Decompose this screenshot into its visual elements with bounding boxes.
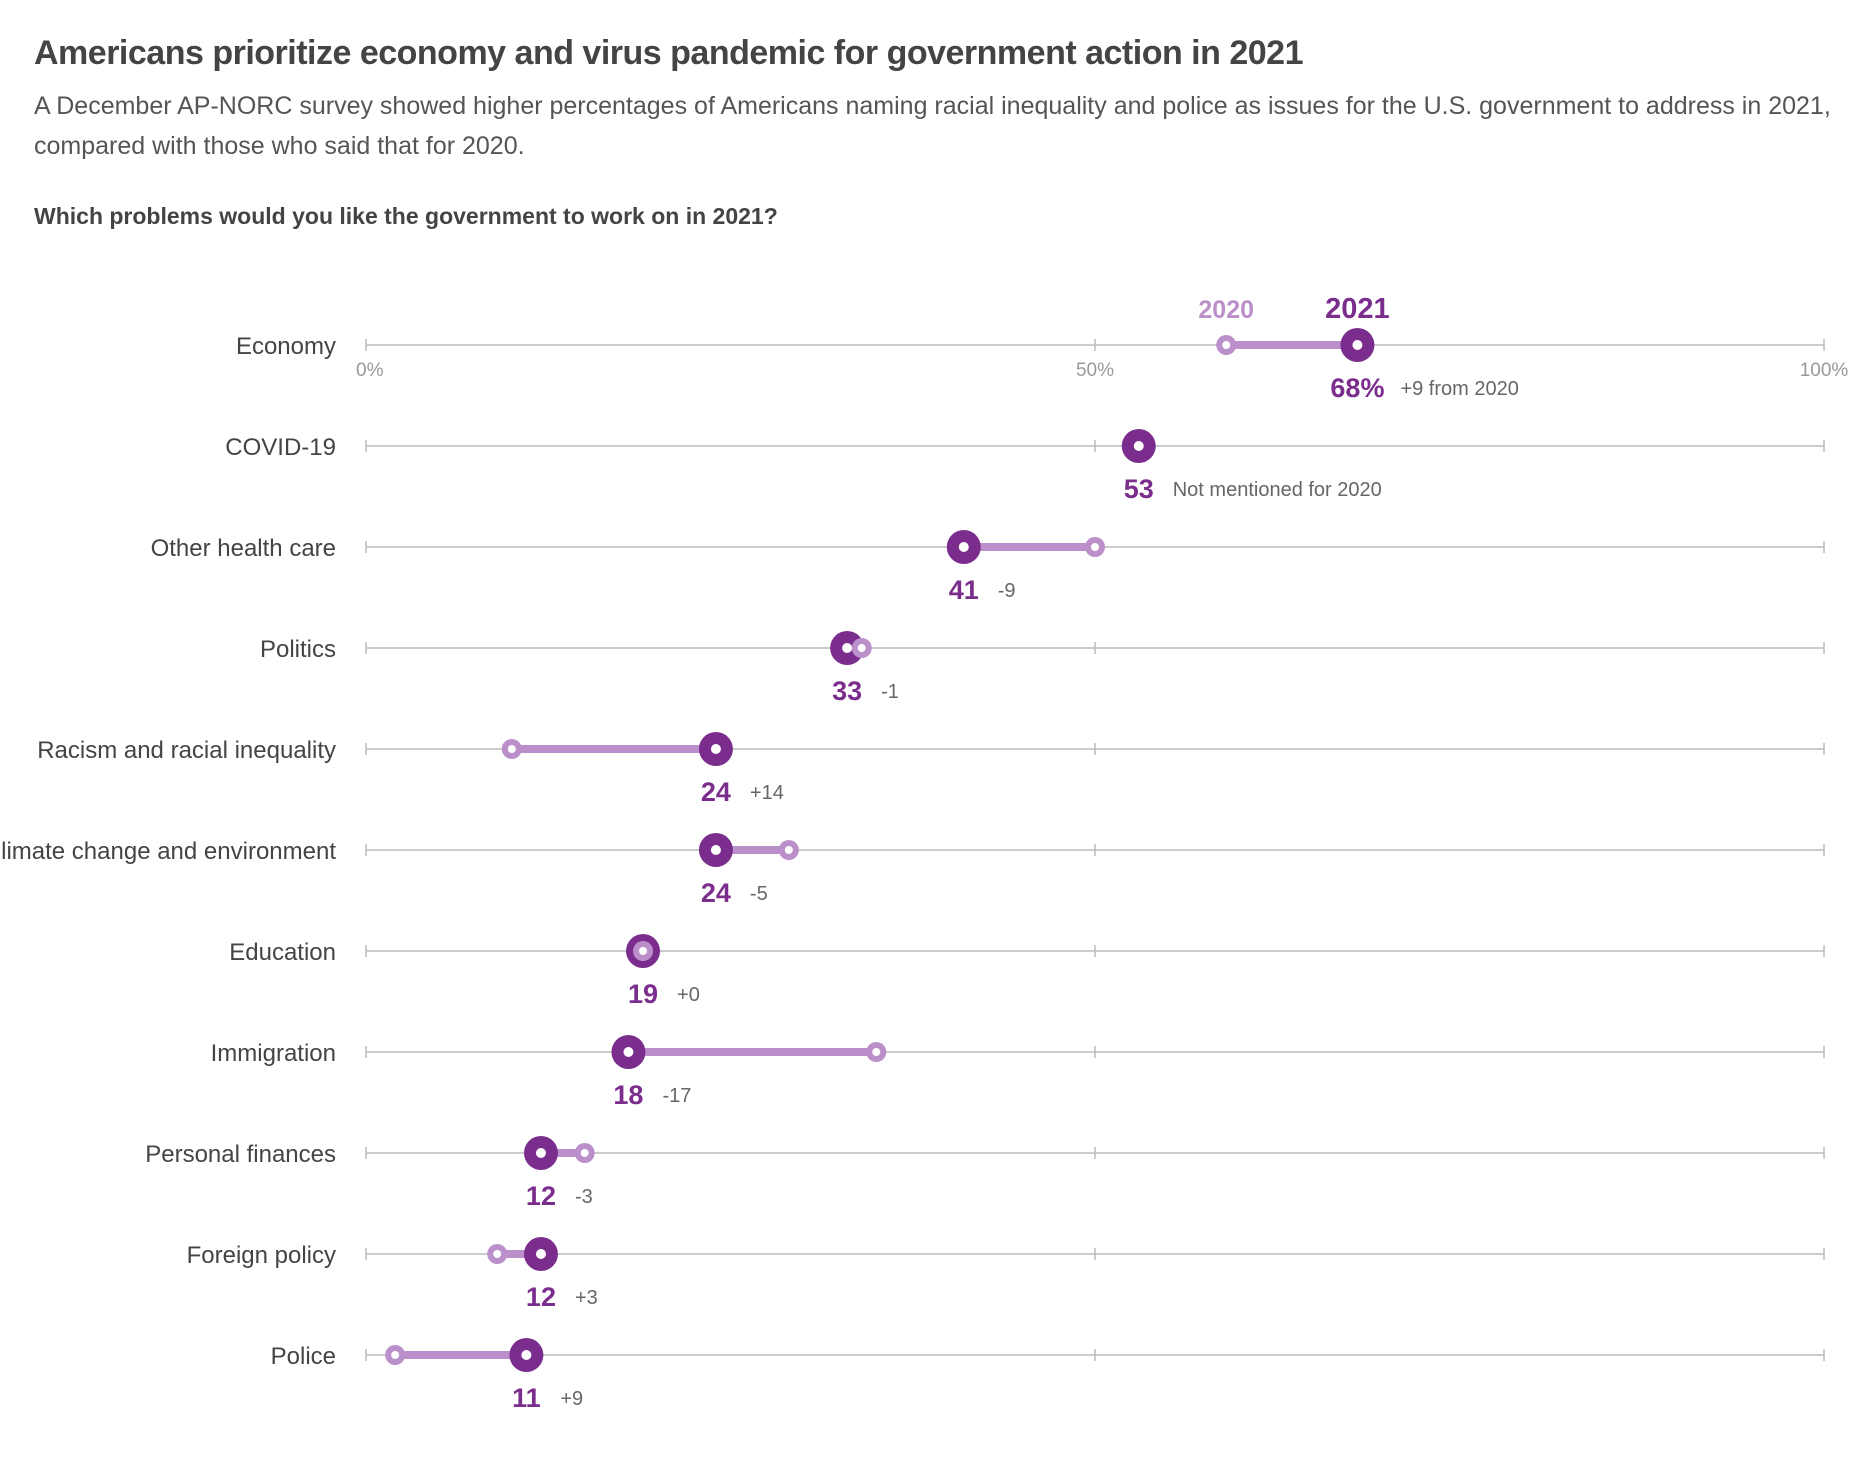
value-label: 24 [701, 878, 731, 908]
x-tick-label: 0% [356, 360, 384, 381]
point-2020-center [493, 1250, 502, 1258]
point-2020-center [1091, 543, 1099, 551]
value-label: 18 [613, 1080, 643, 1110]
value-label: 12 [526, 1282, 556, 1312]
value-label: 24 [701, 777, 731, 807]
point-2021-center [535, 1148, 546, 1158]
legend-2020-label: 2020 [1198, 296, 1254, 324]
change-label: +9 [560, 1388, 583, 1410]
category-label: Education [229, 939, 336, 966]
change-label: +14 [750, 782, 784, 804]
change-label: -5 [750, 883, 768, 905]
chart-question: Which problems would you like the govern… [34, 203, 778, 229]
category-label: Climate change and environment [0, 838, 336, 865]
point-2020-center [872, 1048, 881, 1056]
point-2021-center [535, 1249, 546, 1259]
point-2021-center [1133, 441, 1144, 451]
change-label: Not mentioned for 2020 [1173, 479, 1382, 501]
category-label: Immigration [211, 1040, 336, 1067]
value-label: 11 [512, 1383, 541, 1413]
point-2021-center [958, 542, 969, 552]
point-2020-center [857, 644, 866, 652]
change-label: +0 [677, 984, 700, 1006]
point-2020-center [391, 1351, 400, 1359]
category-label: COVID-19 [225, 434, 336, 461]
point-2020-center [580, 1149, 589, 1157]
change-label: -3 [575, 1186, 593, 1208]
point-2021-center [710, 845, 721, 855]
chart-subtitle: A December AP-NORC survey showed higher … [34, 92, 1831, 160]
chart-title: Americans prioritize economy and virus p… [34, 34, 1303, 72]
change-label: +9 from 2020 [1400, 378, 1518, 400]
value-label: 12 [526, 1181, 556, 1211]
category-label: Personal finances [145, 1141, 336, 1168]
category-label: Foreign policy [187, 1242, 336, 1269]
value-label: 33 [832, 676, 862, 706]
point-2020-center [784, 846, 793, 854]
point-2020-center [507, 745, 516, 753]
point-2020-center [1222, 341, 1231, 349]
point-2021-center [623, 1047, 634, 1057]
point-2021-center [710, 744, 721, 754]
point-2021-center [1352, 340, 1363, 350]
category-label: Economy [236, 333, 336, 360]
change-label: -17 [662, 1085, 691, 1107]
change-label: +3 [575, 1287, 598, 1309]
value-label: 68% [1330, 373, 1384, 403]
change-label: -1 [881, 681, 899, 703]
legend-2021-label: 2021 [1325, 293, 1390, 325]
value-label: 41 [949, 575, 979, 605]
point-2020-center [639, 947, 648, 955]
point-2021-center [521, 1350, 532, 1360]
point-2021-center [842, 643, 853, 653]
value-label: 19 [628, 979, 658, 1009]
category-label: Racism and racial inequality [37, 737, 336, 764]
x-tick-label: 50% [1076, 360, 1114, 381]
change-label: -9 [998, 580, 1016, 602]
category-label: Politics [260, 636, 336, 663]
x-tick-label: 100% [1800, 360, 1849, 381]
category-label: Other health care [151, 535, 336, 562]
value-label: 53 [1124, 474, 1154, 504]
category-label: Police [271, 1343, 336, 1370]
